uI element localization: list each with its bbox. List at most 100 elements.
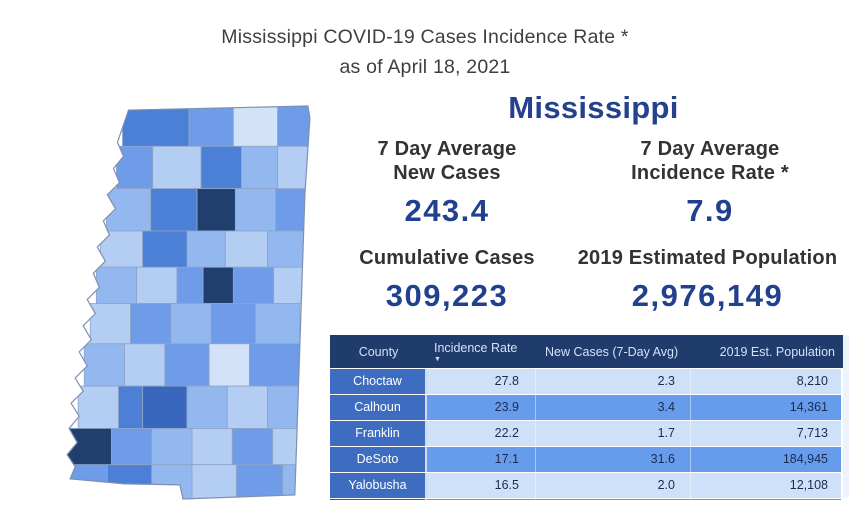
table-row-partial[interactable] — [330, 498, 843, 500]
county-shape[interactable] — [151, 428, 193, 466]
table-row[interactable]: Yalobusha 16.5 2.0 12,108 — [330, 472, 843, 498]
county-shape[interactable] — [124, 343, 166, 387]
stat-card-population: 2019 Estimated Population 2,976,149 — [565, 246, 850, 314]
stat-label: 7 Day Average — [640, 138, 780, 160]
map-container — [62, 104, 314, 502]
county-shape[interactable] — [77, 385, 119, 429]
county-shape[interactable] — [122, 106, 190, 147]
incidence-cell: 16.5 — [427, 473, 536, 498]
stat-label: 7 Day Average — [377, 138, 517, 160]
county-cell[interactable]: Calhoun — [330, 395, 427, 420]
col-header-county[interactable]: County — [358, 344, 399, 359]
stat-value: 243.4 — [404, 193, 490, 228]
county-shape[interactable] — [200, 145, 242, 190]
county-shape[interactable] — [282, 464, 313, 502]
county-shape[interactable] — [136, 266, 178, 304]
county-shape[interactable] — [142, 230, 188, 268]
table-scrollbar[interactable] — [843, 335, 849, 497]
stat-label: Cumulative Cases — [359, 247, 535, 269]
county-shape[interactable] — [130, 303, 172, 345]
new-cases-cell: 3.4 — [536, 395, 691, 420]
stat-value: 2,976,149 — [631, 278, 784, 313]
county-shape[interactable] — [188, 106, 234, 147]
county-shape[interactable] — [196, 188, 236, 232]
population-cell: 7,713 — [691, 421, 841, 446]
county-shape[interactable] — [142, 385, 188, 429]
state-outline — [66, 105, 311, 500]
county-shape[interactable] — [186, 230, 226, 268]
table-row[interactable]: Choctaw 27.8 2.3 8,210 — [330, 368, 843, 394]
county-shape[interactable] — [95, 266, 138, 304]
county-shape[interactable] — [150, 188, 198, 232]
county-shape[interactable] — [232, 106, 279, 147]
county-shape[interactable] — [255, 303, 301, 345]
table-row[interactable]: Franklin 22.2 1.7 7,713 — [330, 420, 843, 446]
county-shape[interactable] — [231, 428, 274, 466]
county-shape[interactable] — [151, 464, 193, 502]
county-shape[interactable] — [176, 266, 204, 304]
county-shape[interactable] — [191, 464, 237, 502]
county-shape[interactable] — [249, 343, 301, 387]
stat-label: 2019 Estimated Population — [577, 247, 838, 269]
incidence-cell: 17.1 — [427, 447, 536, 472]
county-shape[interactable] — [267, 385, 309, 429]
new-cases-cell: 2.3 — [536, 369, 691, 394]
county-shape[interactable] — [277, 145, 312, 190]
county-shape[interactable] — [232, 266, 275, 304]
county-shape[interactable] — [170, 303, 212, 345]
county-shape[interactable] — [234, 188, 277, 232]
population-cell: 14,361 — [691, 395, 841, 420]
county-shape[interactable] — [208, 343, 250, 387]
county-shape[interactable] — [240, 145, 279, 190]
county-shape[interactable] — [235, 464, 284, 502]
county-cell[interactable]: Yalobusha — [330, 473, 427, 498]
incidence-cell: 22.2 — [427, 421, 536, 446]
incidence-cell: 27.8 — [427, 369, 536, 394]
new-cases-cell: 31.6 — [536, 447, 691, 472]
county-shape[interactable] — [118, 385, 144, 429]
col-header-label: Incidence Rate — [434, 340, 518, 355]
incidence-cell — [427, 499, 536, 500]
stat-card-incidence-rate: 7 Day Average Incidence Rate * 7.9 — [578, 137, 842, 229]
page-title-line1: Mississippi COVID-19 Cases Incidence Rat… — [221, 26, 629, 48]
population-cell: 12,108 — [691, 473, 841, 498]
county-shape[interactable] — [67, 428, 112, 466]
county-shape[interactable] — [152, 145, 202, 190]
population-cell: 8,210 — [691, 369, 841, 394]
county-table: County Incidence Rate ▼ New Cases (7-Day… — [330, 335, 843, 500]
stat-label: Incidence Rate * — [631, 162, 789, 184]
table-row[interactable]: DeSoto 17.1 31.6 184,945 — [330, 446, 843, 472]
county-cell[interactable]: Franklin — [330, 421, 427, 446]
col-header-new-cases[interactable]: New Cases (7-Day Avg) — [545, 344, 679, 359]
page-title-line2: as of April 18, 2021 — [339, 56, 511, 78]
sort-descending-icon[interactable]: ▼ — [434, 355, 441, 363]
county-shape[interactable] — [89, 303, 131, 345]
county-shape[interactable] — [105, 188, 152, 232]
population-cell: 184,945 — [691, 447, 841, 472]
state-name-heading: Mississippi — [508, 90, 679, 125]
county-shape[interactable] — [226, 385, 269, 429]
col-header-incidence-rate[interactable]: Incidence Rate ▼ — [427, 335, 538, 368]
county-shape[interactable] — [99, 230, 144, 268]
county-shape[interactable] — [83, 343, 125, 387]
county-shape[interactable] — [275, 188, 312, 232]
stat-label: New Cases — [393, 162, 501, 184]
county-cell[interactable]: Choctaw — [330, 369, 427, 394]
stat-value: 7.9 — [686, 193, 734, 228]
mississippi-county-map[interactable] — [62, 104, 314, 502]
page-title: Mississippi COVID-19 Cases Incidence Rat… — [0, 22, 850, 82]
county-shape[interactable] — [277, 106, 312, 147]
county-shape[interactable] — [111, 428, 153, 466]
table-row[interactable]: Calhoun 23.9 3.4 14,361 — [330, 394, 843, 420]
county-shape[interactable] — [210, 303, 256, 345]
county-shape[interactable] — [202, 266, 234, 304]
county-cell[interactable]: DeSoto — [330, 447, 427, 472]
county-shape[interactable] — [272, 428, 313, 466]
new-cases-cell: 1.7 — [536, 421, 691, 446]
col-header-population[interactable]: 2019 Est. Population — [719, 344, 835, 359]
county-shape[interactable] — [224, 230, 269, 268]
county-shape[interactable] — [186, 385, 228, 429]
stat-card-cumulative-cases: Cumulative Cases 309,223 — [322, 246, 572, 314]
county-shape[interactable] — [191, 428, 233, 466]
county-shape[interactable] — [164, 343, 210, 387]
